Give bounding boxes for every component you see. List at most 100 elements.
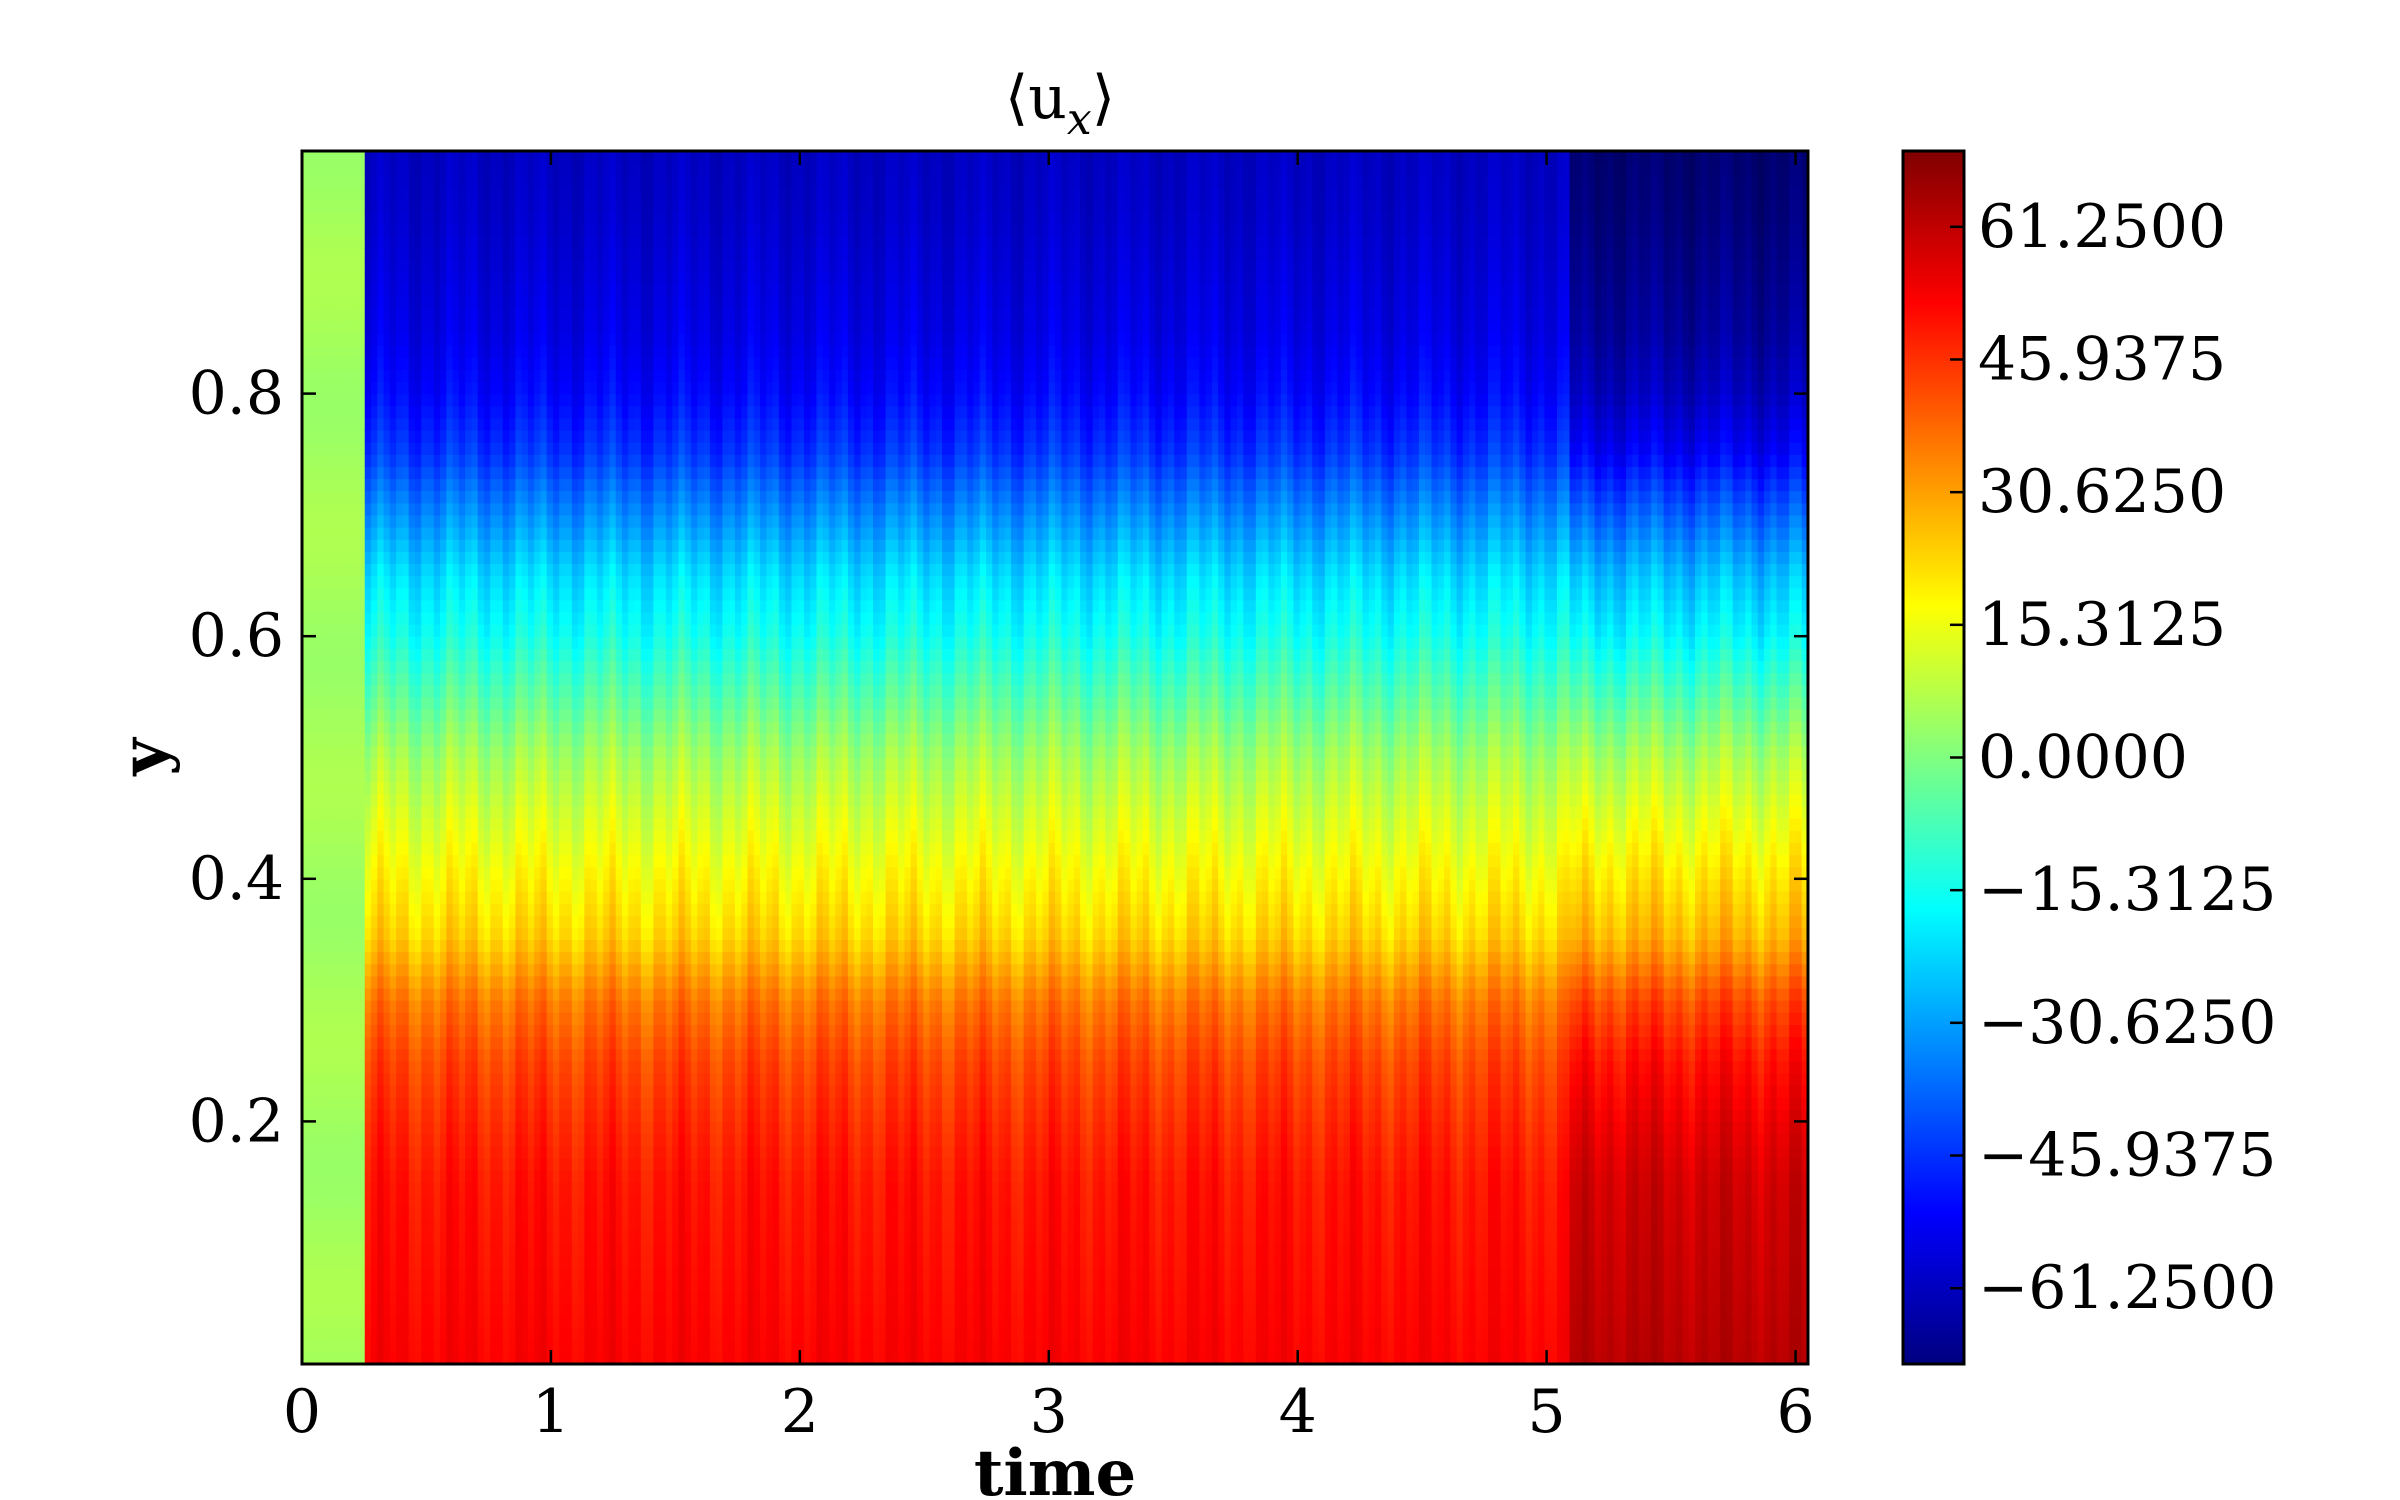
heatmap-cell bbox=[459, 151, 466, 164]
heatmap-cell bbox=[478, 163, 485, 176]
heatmap-cell bbox=[497, 1121, 504, 1134]
heatmap-cell bbox=[358, 369, 365, 382]
heatmap-cell bbox=[358, 685, 365, 698]
heatmap-cell bbox=[321, 1085, 328, 1098]
heatmap-cell bbox=[534, 1218, 541, 1231]
heatmap-cell bbox=[396, 1109, 403, 1122]
heatmap-cell bbox=[503, 903, 510, 916]
heatmap-cell bbox=[478, 1121, 485, 1134]
heatmap-cell bbox=[522, 1049, 529, 1062]
heatmap-cell bbox=[584, 903, 591, 916]
heatmap-cell bbox=[484, 309, 491, 322]
heatmap-cell bbox=[471, 1024, 478, 1037]
heatmap-cell bbox=[440, 697, 447, 710]
heatmap-cell bbox=[365, 794, 372, 807]
heatmap-cell bbox=[346, 1121, 353, 1134]
heatmap-cell bbox=[358, 964, 365, 977]
heatmap-cell bbox=[440, 891, 447, 904]
heatmap-cell bbox=[603, 418, 610, 431]
heatmap-cell bbox=[572, 503, 579, 516]
heatmap-cell bbox=[497, 200, 504, 213]
heatmap-cell bbox=[340, 333, 347, 346]
heatmap-cell bbox=[490, 1231, 497, 1244]
heatmap-cell bbox=[484, 248, 491, 261]
heatmap-cell bbox=[578, 576, 585, 589]
heatmap-cell bbox=[365, 1158, 372, 1171]
heatmap-cell bbox=[540, 1134, 547, 1147]
heatmap-cell bbox=[390, 1000, 397, 1013]
heatmap-cell bbox=[584, 345, 591, 358]
heatmap-cell bbox=[358, 1073, 365, 1086]
heatmap-cell bbox=[352, 1255, 359, 1268]
heatmap-cell bbox=[346, 491, 353, 504]
heatmap-cell bbox=[377, 1267, 384, 1280]
heatmap-cell bbox=[440, 830, 447, 843]
heatmap-cell bbox=[515, 842, 522, 855]
heatmap-cell bbox=[465, 357, 472, 370]
heatmap-cell bbox=[547, 333, 554, 346]
heatmap-cell bbox=[446, 187, 453, 200]
heatmap-cell bbox=[528, 333, 535, 346]
heatmap-cell bbox=[597, 588, 604, 601]
heatmap-cell bbox=[490, 1291, 497, 1304]
heatmap-cell bbox=[377, 175, 384, 188]
heatmap-cell bbox=[559, 248, 566, 261]
heatmap-cell bbox=[446, 673, 453, 686]
heatmap-cell bbox=[597, 224, 604, 237]
heatmap-cell bbox=[421, 927, 428, 940]
heatmap-cell bbox=[478, 551, 485, 564]
heatmap-cell bbox=[415, 187, 422, 200]
heatmap-cell bbox=[497, 1291, 504, 1304]
heatmap-cell bbox=[609, 745, 616, 758]
heatmap-cell bbox=[358, 952, 365, 965]
heatmap-cell bbox=[559, 163, 566, 176]
heatmap-cell bbox=[609, 842, 616, 855]
heatmap-cell bbox=[402, 745, 409, 758]
heatmap-cell bbox=[566, 321, 573, 334]
heatmap-cell bbox=[465, 867, 472, 880]
heatmap-cell bbox=[415, 673, 422, 686]
heatmap-cell bbox=[522, 1279, 529, 1292]
heatmap-cell bbox=[559, 709, 566, 722]
heatmap-cell bbox=[377, 745, 384, 758]
heatmap-cell bbox=[352, 1303, 359, 1316]
heatmap-cell bbox=[377, 1134, 384, 1147]
heatmap-cell bbox=[578, 1049, 585, 1062]
heatmap-cell bbox=[553, 1012, 560, 1025]
heatmap-cell bbox=[434, 939, 441, 952]
heatmap-cell bbox=[459, 563, 466, 576]
heatmap-cell bbox=[358, 309, 365, 322]
heatmap-cell bbox=[446, 430, 453, 443]
heatmap-cell bbox=[540, 260, 547, 273]
heatmap-cell bbox=[421, 345, 428, 358]
heatmap-cell bbox=[459, 612, 466, 625]
heatmap-cell bbox=[509, 539, 516, 552]
heatmap-cell bbox=[591, 200, 598, 213]
heatmap-cell bbox=[459, 1085, 466, 1098]
heatmap-cell bbox=[421, 406, 428, 419]
heatmap-cell bbox=[352, 588, 359, 601]
heatmap-cell bbox=[528, 151, 535, 164]
heatmap-cell bbox=[315, 200, 322, 213]
heatmap-cell bbox=[346, 855, 353, 868]
heatmap-cell bbox=[421, 479, 428, 492]
heatmap-cell bbox=[327, 842, 334, 855]
heatmap-cell bbox=[490, 1255, 497, 1268]
heatmap-cell bbox=[490, 1109, 497, 1122]
heatmap-cell bbox=[553, 297, 560, 310]
heatmap-cell bbox=[396, 1170, 403, 1183]
heatmap-cell bbox=[509, 1024, 516, 1037]
heatmap-cell bbox=[584, 927, 591, 940]
heatmap-cell bbox=[478, 867, 485, 880]
heatmap-cell bbox=[540, 551, 547, 564]
heatmap-cell bbox=[490, 406, 497, 419]
heatmap-cell bbox=[522, 248, 529, 261]
heatmap-cell bbox=[371, 187, 378, 200]
heatmap-cell bbox=[390, 357, 397, 370]
heatmap-cell bbox=[566, 588, 573, 601]
heatmap-cell bbox=[534, 879, 541, 892]
heatmap-cell bbox=[528, 733, 535, 746]
heatmap-cell bbox=[333, 284, 340, 297]
heatmap-cell bbox=[327, 1158, 334, 1171]
heatmap-cell bbox=[365, 539, 372, 552]
